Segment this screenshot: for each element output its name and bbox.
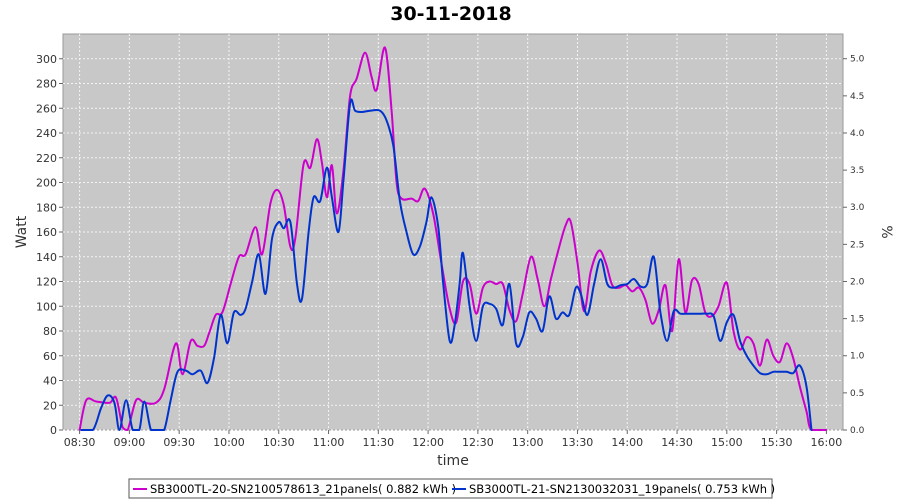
x-tick-label: 16:00 [811, 436, 843, 449]
x-tick-label: 14:00 [611, 436, 643, 449]
series-layer [78, 46, 828, 431]
y-tick-label: 160 [36, 226, 57, 239]
legend-label-1: SB3000TL-21-SN2130032031_19panels( 0.753… [469, 482, 775, 496]
y2-tick-label: 5.0 [850, 55, 865, 65]
y-tick-label: 100 [36, 300, 57, 313]
x-tick-label: 11:00 [313, 436, 345, 449]
y2-tick-label: 0.0 [850, 426, 865, 436]
y2-tick-label: 4.0 [850, 129, 865, 139]
y2-tick-label: 2.5 [850, 240, 864, 250]
y-tick-label: 220 [36, 152, 57, 165]
x-tick-label: 15:30 [761, 436, 793, 449]
y2-tick-label: 1.5 [850, 315, 864, 325]
y2-axis-ticks: 0.0 0.5 1.0 1.5 2.0 2.5 3.0 3.5 4.0 4.5 5.0 [843, 55, 865, 436]
x-tick-label: 08:30 [64, 436, 96, 449]
series-line-1 [80, 98, 813, 431]
y2-tick-label: 4.5 [850, 92, 864, 102]
x-axis-ticks: 08:30 09:00 09:30 10:00 10:30 11:00 11:30 12:00… [64, 430, 843, 449]
y2-tick-label: 2.0 [850, 277, 865, 287]
x-tick-label: 14:30 [661, 436, 693, 449]
grid-lines [63, 34, 843, 431]
x-tick-label: 15:00 [711, 436, 743, 449]
x-tick-label: 12:30 [462, 436, 494, 449]
y-tick-label: 0 [50, 424, 57, 437]
y-tick-label: 240 [36, 127, 57, 140]
y-tick-label: 40 [43, 375, 57, 388]
x-tick-label: 10:30 [263, 436, 295, 449]
legend-label-0: SB3000TL-20-SN2100578613_21panels( 0.882… [150, 482, 456, 496]
y-tick-label: 260 [36, 102, 57, 115]
y2-tick-label: 0.5 [850, 389, 864, 399]
x-tick-label: 09:00 [114, 436, 146, 449]
y-axis-title: Watt [14, 215, 30, 248]
y2-axis-title: % [878, 225, 894, 238]
y2-tick-label: 3.0 [850, 203, 865, 213]
y-tick-label: 200 [36, 177, 57, 190]
x-axis-title: time [437, 453, 469, 469]
y-tick-label: 180 [36, 201, 57, 214]
x-tick-label: 13:00 [512, 436, 544, 449]
y-tick-label: 140 [36, 251, 57, 264]
legend-box [128, 478, 773, 499]
y-tick-label: 280 [36, 78, 57, 91]
y2-tick-label: 1.0 [850, 352, 865, 362]
y-tick-label: 20 [43, 399, 57, 412]
y-axis-ticks: 0 20 40 60 80 100 120 140 160 180 200 220 240 260 280 3… [36, 53, 63, 437]
x-tick-label: 11:30 [362, 436, 394, 449]
x-tick-label: 10:00 [213, 436, 245, 449]
legend: SB3000TL-20-SN2100578613_21panels( 0.882… [128, 478, 775, 499]
x-tick-label: 13:30 [562, 436, 594, 449]
chart-title: 30-11-2018 [390, 3, 512, 25]
y-tick-label: 80 [43, 325, 57, 338]
y-tick-label: 60 [43, 350, 57, 363]
x-tick-label: 12:00 [412, 436, 444, 449]
y-tick-label: 300 [36, 53, 57, 66]
y2-tick-label: 3.5 [850, 166, 864, 176]
x-tick-label: 09:30 [163, 436, 195, 449]
y-tick-label: 120 [36, 276, 57, 289]
